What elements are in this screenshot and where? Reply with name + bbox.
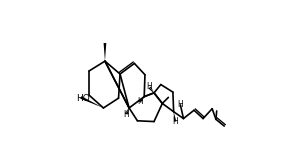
Polygon shape bbox=[104, 43, 106, 61]
Polygon shape bbox=[80, 96, 103, 108]
Polygon shape bbox=[174, 112, 176, 122]
Text: H: H bbox=[137, 97, 143, 106]
Text: HO: HO bbox=[76, 94, 90, 103]
Text: H: H bbox=[172, 117, 178, 126]
Text: H: H bbox=[124, 109, 130, 119]
Text: H: H bbox=[178, 100, 183, 109]
Text: H: H bbox=[146, 82, 152, 91]
